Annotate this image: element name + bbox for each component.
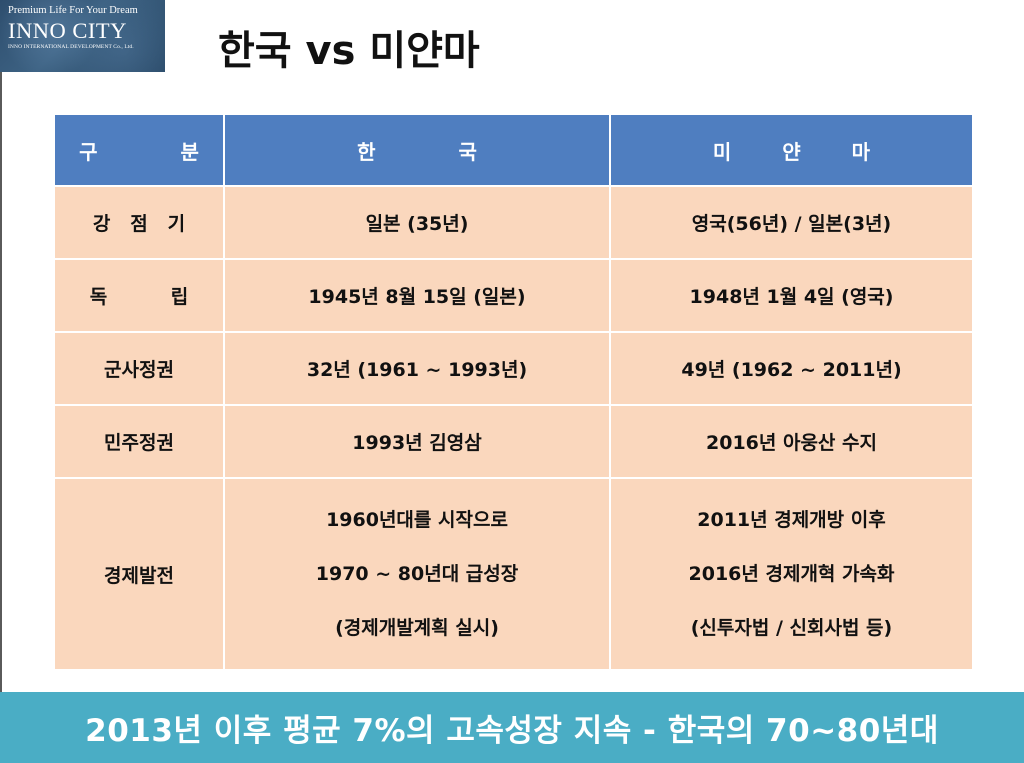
- cell-line: 2016년 경제개혁 가속화: [688, 563, 895, 585]
- logo-tagline: Premium Life For Your Dream: [8, 5, 138, 16]
- inno-city-logo: Premium Life For Your Dream INNO CITY IN…: [0, 0, 165, 72]
- cell-korea: 1960년대를 시작으로 1970 ~ 80년대 급성장 (경제개발계획 실시): [223, 477, 611, 671]
- cell-line: 2011년 경제개방 이후: [697, 509, 886, 531]
- cell-korea: 일본 (35년): [223, 185, 611, 260]
- header-category: 구 분: [53, 113, 225, 187]
- cell-myanmar: 영국(56년) / 일본(3년): [609, 185, 974, 260]
- summary-banner: 2013년 이후 평균 7%의 고속성장 지속 - 한국의 70~80년대: [0, 692, 1024, 763]
- cell-line: (경제개발계획 실시): [335, 617, 499, 639]
- header-korea: 한 국: [223, 113, 611, 187]
- row-label-military-regime: 군사정권: [53, 331, 225, 406]
- cell-line: 1970 ~ 80년대 급성장: [315, 563, 519, 585]
- cell-myanmar: 49년 (1962 ~ 2011년): [609, 331, 974, 406]
- table-header-row: 구 분 한 국 미 얀 마: [53, 113, 974, 187]
- logo-subtitle: INNO INTERNATIONAL DEVELOPMENT Co., Ltd.: [8, 44, 134, 50]
- cell-myanmar: 1948년 1월 4일 (영국): [609, 258, 974, 333]
- logo-brand: INNO CITY: [8, 18, 127, 43]
- cell-korea: 1993년 김영삼: [223, 404, 611, 479]
- comparison-table: 구 분 한 국 미 얀 마 강 점 기 일본 (35년) 영국(56년) / 일…: [53, 113, 974, 671]
- table-row: 경제발전 1960년대를 시작으로 1970 ~ 80년대 급성장 (경제개발계…: [53, 477, 974, 671]
- slide-title: 한국 vs 미얀마: [218, 28, 480, 74]
- table-row: 강 점 기 일본 (35년) 영국(56년) / 일본(3년): [53, 185, 974, 260]
- row-label-independence: 독 립: [53, 258, 225, 333]
- slide-left-border: [0, 0, 2, 763]
- table-row: 독 립 1945년 8월 15일 (일본) 1948년 1월 4일 (영국): [53, 258, 974, 333]
- row-label-democratic-regime: 민주정권: [53, 404, 225, 479]
- row-label-economic-development: 경제발전: [53, 477, 225, 671]
- cell-myanmar: 2011년 경제개방 이후 2016년 경제개혁 가속화 (신투자법 / 신회사…: [609, 477, 974, 671]
- row-label-colonial-period: 강 점 기: [53, 185, 225, 260]
- cell-korea: 1945년 8월 15일 (일본): [223, 258, 611, 333]
- table-row: 민주정권 1993년 김영삼 2016년 아웅산 수지: [53, 404, 974, 479]
- cell-line: (신투자법 / 신회사법 등): [690, 617, 893, 639]
- cell-korea: 32년 (1961 ~ 1993년): [223, 331, 611, 406]
- header-myanmar: 미 얀 마: [609, 113, 974, 187]
- cell-line: 1960년대를 시작으로: [326, 509, 508, 531]
- table-row: 군사정권 32년 (1961 ~ 1993년) 49년 (1962 ~ 2011…: [53, 331, 974, 406]
- cell-myanmar: 2016년 아웅산 수지: [609, 404, 974, 479]
